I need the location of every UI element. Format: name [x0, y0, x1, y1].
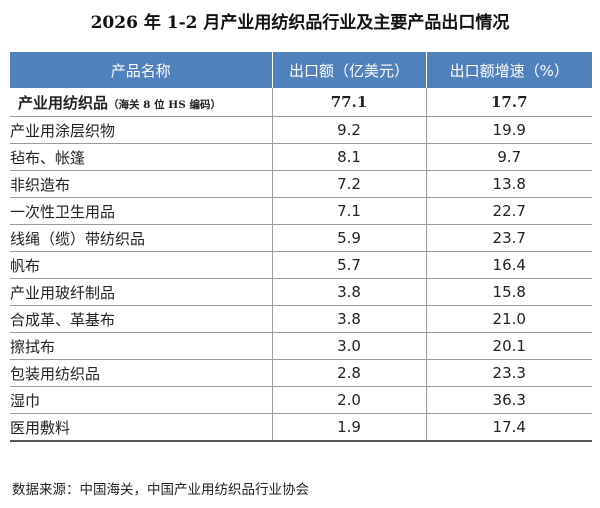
export-value-cell: 5.9: [271, 224, 427, 252]
export-value-cell: 1.9: [271, 413, 427, 442]
data-source-note: 数据来源：中国海关，中国产业用纺织品行业协会: [12, 482, 309, 498]
table-row: 线绳（缆）带纺织品 5.9 23.7: [10, 224, 592, 252]
total-name: 产业用纺织品: [18, 93, 109, 112]
growth-value-cell: 22.7: [426, 197, 592, 225]
growth-value-cell: 36.3: [426, 386, 592, 414]
column-header-product: 产品名称: [10, 52, 272, 88]
product-name-cell: 毡布、帐篷: [10, 143, 272, 171]
table-row: 擦拭布 3.0 20.1: [10, 332, 592, 360]
total-name-cell: 产业用纺织品（海关 8 位 HS 编码）: [10, 88, 272, 117]
growth-value-cell: 13.8: [426, 170, 592, 198]
growth-value-cell: 23.3: [426, 359, 592, 387]
table-row: 包装用纺织品 2.8 23.3: [10, 359, 592, 387]
export-value-cell: 3.8: [271, 305, 427, 333]
table-row: 一次性卫生用品 7.1 22.7: [10, 197, 592, 225]
growth-value-cell: 15.8: [426, 278, 592, 306]
export-value-cell: 3.0: [271, 332, 427, 360]
product-name-cell: 线绳（缆）带纺织品: [10, 224, 272, 252]
growth-value-cell: 16.4: [426, 251, 592, 279]
product-name-cell: 湿巾: [10, 386, 272, 414]
growth-value-cell: 9.7: [426, 143, 592, 171]
growth-value-cell: 23.7: [426, 224, 592, 252]
table-row: 毡布、帐篷 8.1 9.7: [10, 143, 592, 171]
table-row: 湿巾 2.0 36.3: [10, 386, 592, 414]
export-value-cell: 7.2: [271, 170, 427, 198]
column-header-export: 出口额（亿美元）: [271, 52, 426, 88]
product-name-cell: 合成革、革基布: [10, 305, 272, 333]
table-title: 2026 年 1-2 月产业用纺织品行业及主要产品出口情况: [90, 13, 510, 33]
growth-value-cell: 17.4: [426, 413, 592, 442]
export-value-cell: 5.7: [271, 251, 427, 279]
total-note: （海关 8 位 HS 编码）: [108, 98, 221, 111]
total-export-cell: 77.1: [271, 88, 427, 117]
total-growth-cell: 17.7: [426, 88, 592, 117]
export-value-cell: 8.1: [271, 143, 427, 171]
product-name-cell: 产业用涂层织物: [10, 116, 272, 144]
growth-value-cell: 21.0: [426, 305, 592, 333]
export-value-cell: 7.1: [271, 197, 427, 225]
table-row: 医用敷料 1.9 17.4: [10, 413, 592, 442]
export-value-cell: 9.2: [271, 116, 427, 144]
export-value-cell: 3.8: [271, 278, 427, 306]
total-row: 产业用纺织品（海关 8 位 HS 编码） 77.1 17.7: [10, 88, 592, 117]
export-value-cell: 2.0: [271, 386, 427, 414]
growth-value-cell: 19.9: [426, 116, 592, 144]
table-row: 非织造布 7.2 13.8: [10, 170, 592, 198]
table-row: 合成革、革基布 3.8 21.0: [10, 305, 592, 333]
product-name-cell: 包装用纺织品: [10, 359, 272, 387]
table-row: 产业用玻纤制品 3.8 15.8: [10, 278, 592, 306]
product-name-cell: 产业用玻纤制品: [10, 278, 272, 306]
product-name-cell: 擦拭布: [10, 332, 272, 360]
product-name-cell: 非织造布: [10, 170, 272, 198]
export-table: 产品名称 出口额（亿美元） 出口额增速（%） 产业用纺织品（海关 8 位 HS …: [10, 52, 592, 442]
product-name-cell: 一次性卫生用品: [10, 197, 272, 225]
table-row: 产业用涂层织物 9.2 19.9: [10, 116, 592, 144]
export-value-cell: 2.8: [271, 359, 427, 387]
table-header-row: 产品名称 出口额（亿美元） 出口额增速（%）: [10, 52, 592, 88]
product-name-cell: 帆布: [10, 251, 272, 279]
column-header-growth: 出口额增速（%）: [425, 52, 592, 88]
table-row: 帆布 5.7 16.4: [10, 251, 592, 279]
growth-value-cell: 20.1: [426, 332, 592, 360]
product-name-cell: 医用敷料: [10, 413, 272, 442]
